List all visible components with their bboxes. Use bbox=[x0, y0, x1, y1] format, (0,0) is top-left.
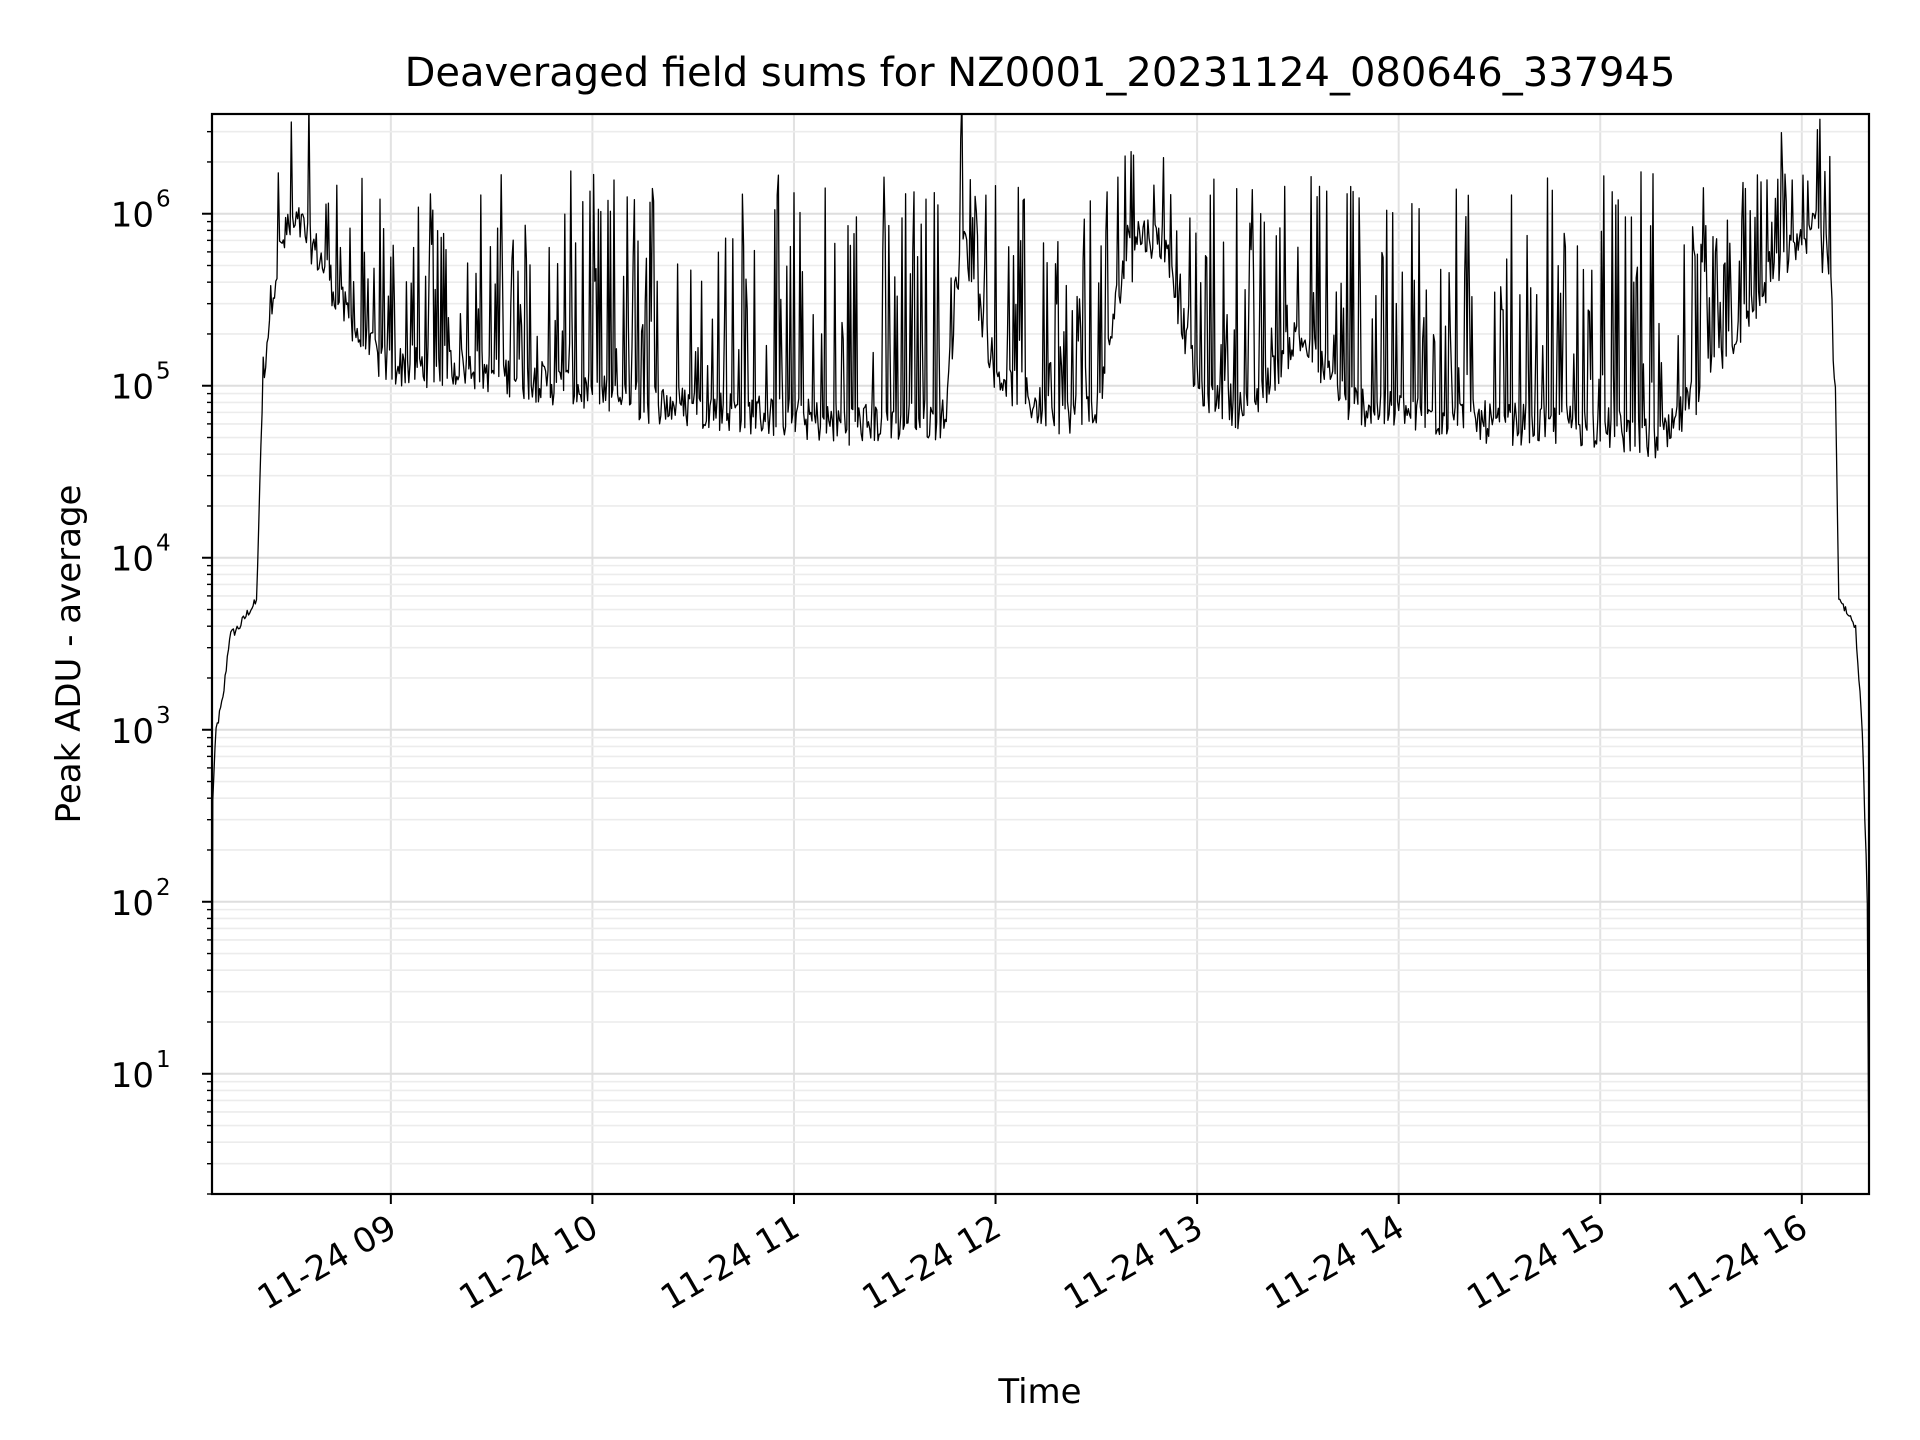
y-tick-exponent: 5 bbox=[156, 359, 171, 385]
y-tick-base: 10 bbox=[111, 1056, 154, 1096]
series-line bbox=[212, 114, 1869, 1194]
y-tick-label: 10 bbox=[111, 712, 154, 752]
y-tick-label: 10 bbox=[111, 540, 154, 580]
y-tick-exponent: 2 bbox=[156, 875, 171, 901]
chart-title: Deaveraged field sums for NZ0001_2023112… bbox=[405, 50, 1676, 96]
y-tick-exponent: 4 bbox=[156, 531, 171, 557]
y-tick-base: 10 bbox=[111, 540, 154, 580]
y-tick-label: 10 bbox=[111, 196, 154, 236]
y-axis-label: Peak ADU - average bbox=[49, 485, 89, 824]
y-tick-exponent: 3 bbox=[156, 703, 171, 729]
series-layer bbox=[212, 114, 1869, 1194]
y-tick-base: 10 bbox=[111, 196, 154, 236]
y-tick-exponent: 1 bbox=[156, 1047, 171, 1073]
y-tick-exponent: 6 bbox=[156, 187, 171, 213]
y-tick-label: 10 bbox=[111, 1056, 154, 1096]
y-tick-label: 10 bbox=[111, 368, 154, 408]
x-axis-label: Time bbox=[997, 1372, 1081, 1412]
y-tick-label: 10 bbox=[111, 884, 154, 924]
y-tick-base: 10 bbox=[111, 712, 154, 752]
axes-frame bbox=[210, 112, 1871, 1196]
y-tick-base: 10 bbox=[111, 368, 154, 408]
y-tick-base: 10 bbox=[111, 884, 154, 924]
